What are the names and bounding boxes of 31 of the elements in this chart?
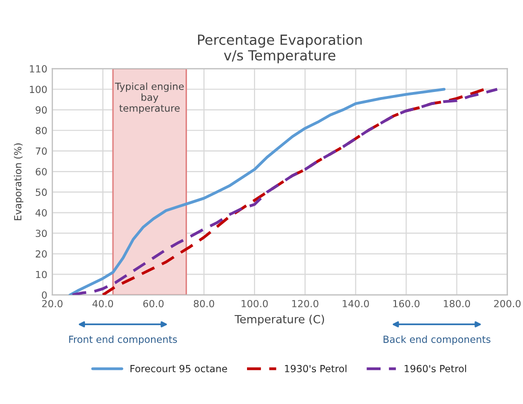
y-tick-label: 100	[30, 86, 47, 94]
legend-label: 1930's Petrol	[285, 364, 346, 372]
chart-title: Percentage Evaporation v/s Temperature	[198, 34, 362, 64]
y-axis-title: Evaporation (%)	[14, 143, 24, 220]
text: Back end components	[384, 335, 490, 345]
legend-label: 1960's Petrol	[404, 364, 466, 372]
x-tick-label: 80.0	[194, 300, 214, 308]
y-tick-label: 60	[36, 168, 47, 176]
y-tick-label: 50	[36, 188, 47, 196]
x-tick-label: 40.0	[92, 300, 114, 308]
y-tick-label: 40	[36, 209, 47, 216]
x-tick-label: 160.0	[393, 300, 420, 308]
y-tick-label: 110	[30, 65, 47, 73]
y-tick-label: 80	[36, 126, 47, 134]
y-tick-label: 70	[36, 147, 47, 155]
x-tick-label: 180.0	[444, 300, 470, 308]
y-tick-label: 30	[36, 230, 47, 238]
x-tick-label: 100.0	[242, 300, 268, 308]
x-tick-label: 200.0	[494, 300, 521, 308]
band-label: Typical engine bay temperature	[114, 82, 184, 114]
x-tick-label: 120.0	[292, 300, 318, 308]
x-tick-label: 140.0	[342, 300, 369, 308]
x-axis-title: Temperature (C)	[234, 314, 324, 326]
y-tick-label: 90	[36, 106, 47, 114]
y-tick-label: 0	[42, 291, 47, 299]
x-tick-label: 60.0	[143, 300, 164, 308]
legend-label: Forecourt 95 octane	[130, 364, 228, 372]
y-tick-label: 20	[36, 250, 47, 258]
text: Front end components	[69, 335, 177, 345]
x-tick-label: 20.0	[42, 300, 62, 308]
y-tick-label: 10	[36, 270, 47, 278]
